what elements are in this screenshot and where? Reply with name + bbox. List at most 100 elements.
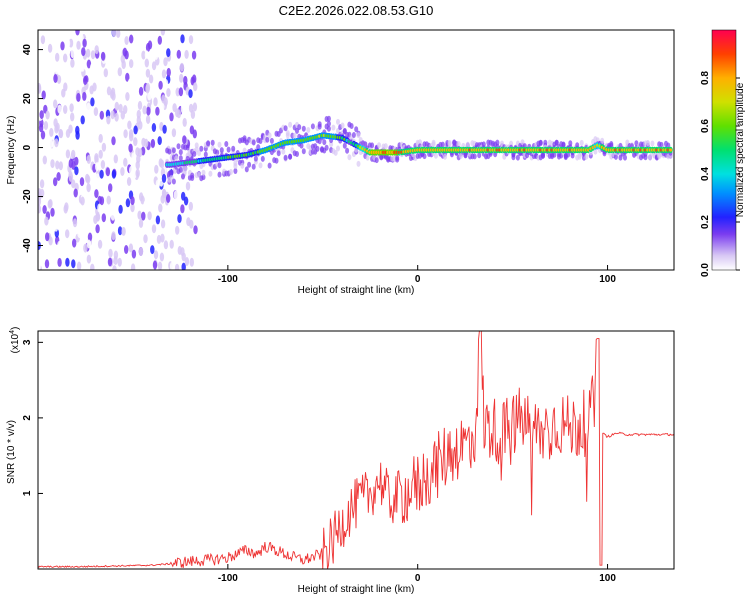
- y-multiplier-close: ): [10, 327, 21, 330]
- halo-mark: [618, 154, 623, 161]
- bottom-y-tick-label: 1: [22, 490, 33, 496]
- noise-blob: [82, 38, 87, 48]
- noise-blob: [184, 49, 189, 59]
- noise-blob: [188, 35, 194, 45]
- noise-blob: [132, 97, 137, 107]
- noise-blob: [42, 155, 47, 165]
- top-x-tick-label: 100: [599, 274, 616, 285]
- noise-blob: [145, 68, 151, 78]
- halo-mark: [171, 147, 176, 154]
- snr-line: [38, 331, 674, 569]
- noise-blob: [86, 102, 91, 112]
- colorbar-gradient: [711, 29, 737, 271]
- noise-blob: [170, 216, 176, 226]
- halo-mark: [260, 155, 265, 162]
- top-y-tick-label: 20: [22, 93, 33, 105]
- halo-mark: [258, 138, 263, 144]
- noise-blob: [129, 59, 134, 69]
- halo-mark: [265, 136, 270, 143]
- noise-blob: [129, 34, 134, 44]
- noise-blob: [161, 69, 167, 79]
- noise-blob: [86, 183, 91, 193]
- noise-blob: [113, 256, 118, 265]
- noise-blob: [57, 104, 62, 114]
- noise-blob: [109, 101, 114, 111]
- halo-mark: [336, 118, 340, 125]
- noise-blob: [106, 115, 111, 125]
- noise-blob: [70, 49, 75, 59]
- noise-blob: [114, 112, 119, 122]
- noise-blob: [86, 154, 92, 164]
- halo-mark: [315, 145, 320, 152]
- halo-mark: [566, 151, 571, 158]
- halo-mark: [356, 132, 361, 139]
- noise-blob: [115, 211, 121, 220]
- top-y-axis-label: Frequency (Hz): [6, 116, 17, 185]
- noise-blob: [182, 135, 187, 145]
- halo-mark: [256, 144, 261, 151]
- halo-mark: [267, 162, 272, 169]
- noise-blob: [131, 249, 137, 259]
- noise-blob: [99, 196, 105, 206]
- noise-blob: [48, 139, 54, 148]
- noise-blob: [141, 211, 146, 221]
- noise-blob: [129, 132, 134, 142]
- noise-blob: [76, 40, 81, 50]
- noise-blob: [98, 149, 103, 159]
- noise-blob: [114, 101, 120, 111]
- noise-blob: [156, 234, 162, 244]
- halo-mark: [190, 175, 195, 181]
- noise-blob: [166, 88, 171, 97]
- noise-blob: [180, 104, 186, 114]
- noise-blob: [135, 168, 140, 178]
- halo-mark: [210, 139, 215, 146]
- noise-blob: [148, 74, 154, 84]
- noise-blob: [67, 235, 73, 245]
- bottom-y-ticks: 1 2 3: [22, 339, 43, 496]
- noise-blob: [124, 36, 129, 45]
- noise-blob: [160, 233, 165, 243]
- noise-blob: [124, 245, 129, 254]
- noise-blob: [47, 54, 53, 64]
- noise-blob: [128, 143, 133, 153]
- ridge-mark: [669, 148, 673, 152]
- halo-mark: [226, 146, 231, 153]
- noise-blob: [38, 261, 41, 270]
- halo-mark: [181, 173, 185, 180]
- y-multiplier-label: (x104): [9, 327, 21, 354]
- noise-blob: [169, 97, 174, 107]
- bottom-y-axis-label: SNR (10 * v/v): [6, 420, 17, 484]
- noise-blob: [99, 110, 105, 120]
- halo-mark: [600, 137, 605, 144]
- noise-blob: [68, 158, 74, 168]
- noise-blob: [160, 30, 166, 36]
- noise-blob: [162, 189, 167, 199]
- noise-blob: [91, 30, 97, 39]
- noise-blob: [117, 257, 122, 267]
- noise-blob: [77, 229, 82, 239]
- noise-blob: [110, 211, 116, 221]
- halo-mark: [543, 139, 548, 146]
- noise-blob: [106, 86, 112, 96]
- halo-mark: [206, 140, 211, 147]
- halo-mark: [345, 147, 350, 154]
- noise-blob: [94, 58, 99, 68]
- noise-blob: [127, 120, 132, 130]
- noise-blob: [44, 259, 50, 269]
- halo-mark: [310, 123, 315, 130]
- noise-blob: [65, 257, 70, 267]
- noise-blob: [76, 261, 82, 270]
- noise-blob: [155, 106, 160, 116]
- spectrogram-marks: [38, 30, 673, 270]
- noise-blob: [85, 173, 90, 183]
- y-multiplier-exponent: 4: [9, 330, 16, 334]
- noise-blob: [71, 179, 76, 189]
- noise-blob: [138, 180, 143, 190]
- noise-blob: [131, 152, 136, 162]
- noise-blob: [145, 115, 151, 124]
- noise-blob: [112, 45, 117, 55]
- noise-blob: [161, 173, 167, 183]
- halo-mark: [288, 121, 293, 128]
- noise-blob: [49, 127, 54, 137]
- halo-mark: [418, 139, 422, 146]
